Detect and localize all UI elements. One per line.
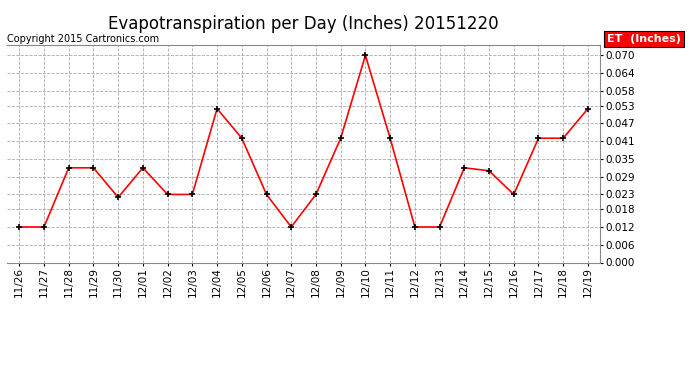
Text: ET  (Inches): ET (Inches)	[607, 34, 681, 44]
Text: Evapotranspiration per Day (Inches) 20151220: Evapotranspiration per Day (Inches) 2015…	[108, 15, 499, 33]
Text: Copyright 2015 Cartronics.com: Copyright 2015 Cartronics.com	[7, 34, 159, 44]
